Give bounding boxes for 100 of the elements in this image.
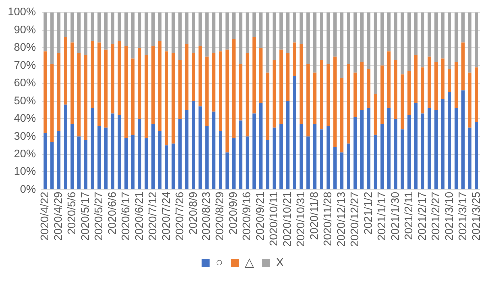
y-tick-label: 40%	[14, 113, 36, 126]
bar	[367, 69, 371, 108]
bar	[219, 52, 222, 132]
bar	[252, 114, 256, 190]
bar	[90, 40, 94, 108]
bar	[111, 44, 115, 114]
bar	[280, 124, 284, 190]
bar	[380, 12, 384, 66]
bar	[78, 53, 81, 137]
bar	[131, 134, 135, 190]
y-tick-label: 100%	[8, 6, 36, 19]
bar	[226, 152, 230, 190]
bar	[266, 12, 270, 73]
bar	[98, 42, 102, 126]
x-tick-label: 2020/9/16	[242, 192, 254, 241]
x-tick-label: 2020/7/26	[174, 192, 186, 241]
x-tick-label: 2020/10/21	[282, 192, 294, 248]
bar	[118, 40, 122, 116]
bar	[104, 50, 108, 128]
bar	[414, 103, 418, 190]
bar	[219, 12, 222, 52]
bar	[131, 58, 135, 135]
bar	[306, 64, 310, 137]
bar	[118, 12, 122, 41]
x-tick-label: 2020/5/17	[80, 192, 92, 241]
bar	[104, 128, 108, 190]
bar	[138, 12, 142, 48]
bar	[272, 128, 276, 190]
bar	[462, 42, 465, 91]
bar	[50, 64, 54, 142]
bar	[239, 12, 243, 64]
bar	[434, 12, 438, 62]
x-tick-label: 2021/3/25	[470, 192, 483, 241]
bar	[111, 12, 115, 45]
bar	[306, 12, 310, 64]
legend-label: X	[276, 255, 284, 270]
bar	[408, 71, 412, 116]
bar	[374, 94, 378, 135]
bar	[414, 55, 418, 104]
bar	[192, 101, 196, 190]
x-tick-label: 2020/8/9	[188, 192, 200, 235]
bar	[387, 12, 391, 52]
bar	[178, 12, 182, 60]
bar	[64, 12, 68, 38]
bar	[434, 62, 438, 110]
bar	[448, 12, 452, 70]
x-tick-label: 2020/6/6	[106, 192, 119, 235]
bar	[400, 12, 404, 75]
bar	[320, 60, 324, 130]
bar	[232, 12, 236, 40]
bar	[192, 53, 196, 102]
bar	[360, 12, 364, 62]
x-tick-label: 2020/4/22	[40, 192, 52, 241]
bar	[475, 122, 478, 190]
bar	[448, 92, 452, 190]
bar	[428, 12, 432, 57]
y-tick-label: 90%	[14, 24, 36, 36]
y-tick-label: 0%	[20, 184, 36, 196]
bar	[118, 115, 122, 190]
bar	[144, 12, 148, 56]
x-tick-label: 2021/1/17	[376, 192, 388, 241]
bar	[334, 56, 337, 148]
x-tick-label: 2020/9/9	[228, 192, 240, 235]
bar	[226, 12, 230, 50]
bar	[367, 108, 371, 190]
bar	[347, 144, 350, 190]
y-tick-label: 80%	[14, 42, 36, 54]
x-tick-label: 2020/12/13	[336, 192, 348, 248]
bar	[286, 101, 290, 190]
bar	[192, 12, 196, 54]
bar	[266, 72, 270, 140]
bar	[293, 12, 296, 43]
bar	[428, 108, 432, 190]
bar	[360, 110, 364, 190]
bar	[64, 37, 68, 105]
bar	[70, 42, 74, 124]
bar	[98, 126, 102, 190]
bar	[138, 119, 142, 190]
bar	[475, 68, 478, 123]
bar	[84, 140, 88, 190]
y-tick-label: 60%	[14, 78, 36, 90]
bar	[152, 124, 155, 190]
legend-label: △	[245, 255, 256, 270]
bar	[462, 90, 465, 190]
bar	[380, 124, 384, 190]
bar	[400, 130, 404, 190]
x-tick-label: 2020/7/24	[160, 192, 173, 241]
bar	[152, 12, 155, 46]
bar	[78, 12, 81, 54]
bar	[84, 55, 88, 140]
bar	[340, 152, 344, 190]
legend-label: ○	[216, 255, 224, 270]
bar	[280, 12, 284, 50]
x-tick-label: 2021/1/30	[390, 192, 402, 241]
bar	[206, 56, 209, 126]
x-tick-label: 2020/8/29	[214, 192, 227, 241]
bar	[387, 108, 391, 190]
bar	[394, 119, 398, 190]
x-tick-label: 2020/6/21	[134, 192, 146, 241]
bar	[320, 130, 324, 190]
